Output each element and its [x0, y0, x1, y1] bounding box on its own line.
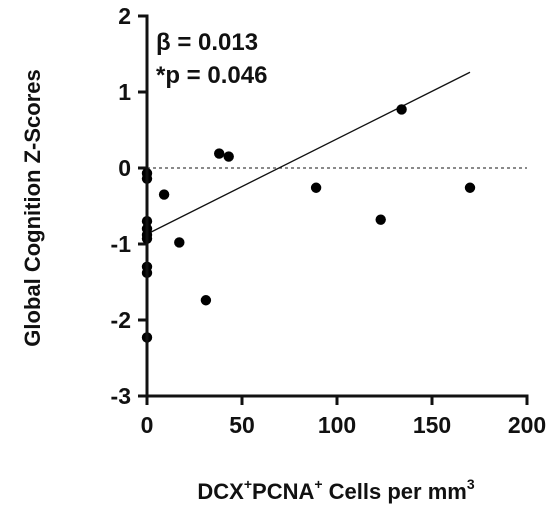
p-value-annotation: *p = 0.046: [156, 62, 267, 89]
data-points: [141, 104, 476, 343]
x-title-sup-3: 3: [467, 476, 475, 492]
y-tick-label: -3: [111, 383, 131, 409]
data-point: [174, 237, 185, 248]
data-point: [375, 214, 386, 225]
x-tick-label: 150: [413, 412, 451, 438]
y-tick-label: 2: [118, 3, 131, 29]
x-tick-label: 0: [141, 412, 154, 438]
x-title-cells: Cells per mm: [323, 479, 467, 504]
x-title-pcna: PCNA: [252, 479, 314, 504]
data-point: [396, 104, 407, 115]
x-tick-label: 50: [229, 412, 255, 438]
beta-annotation: β = 0.013: [156, 29, 258, 56]
y-tick-label: 0: [118, 155, 131, 181]
y-axis-ticks: -3 -2 -1 0 1 2: [111, 3, 147, 409]
x-title-sup-2: +: [314, 476, 322, 492]
x-tick-label: 100: [318, 412, 356, 438]
data-point: [200, 295, 212, 306]
x-title-sup-1: +: [244, 476, 252, 492]
data-point: [214, 148, 225, 159]
data-point: [310, 182, 322, 193]
x-axis-title: DCX+PCNA+ Cells per mm3: [197, 476, 474, 504]
data-point: [464, 182, 476, 193]
y-tick-label: -2: [111, 307, 131, 333]
data-point: [223, 151, 234, 162]
y-tick-label: -1: [111, 231, 132, 257]
x-title-dcx: DCX: [197, 479, 244, 504]
y-axis-title: Global Cognition Z-Scores: [20, 69, 45, 346]
data-point: [158, 189, 170, 200]
regression-line: [146, 71, 471, 235]
x-tick-label: 200: [508, 412, 546, 438]
y-tick-label: 1: [118, 79, 131, 105]
x-axis-ticks: 0 50 100 150 200: [141, 396, 546, 438]
